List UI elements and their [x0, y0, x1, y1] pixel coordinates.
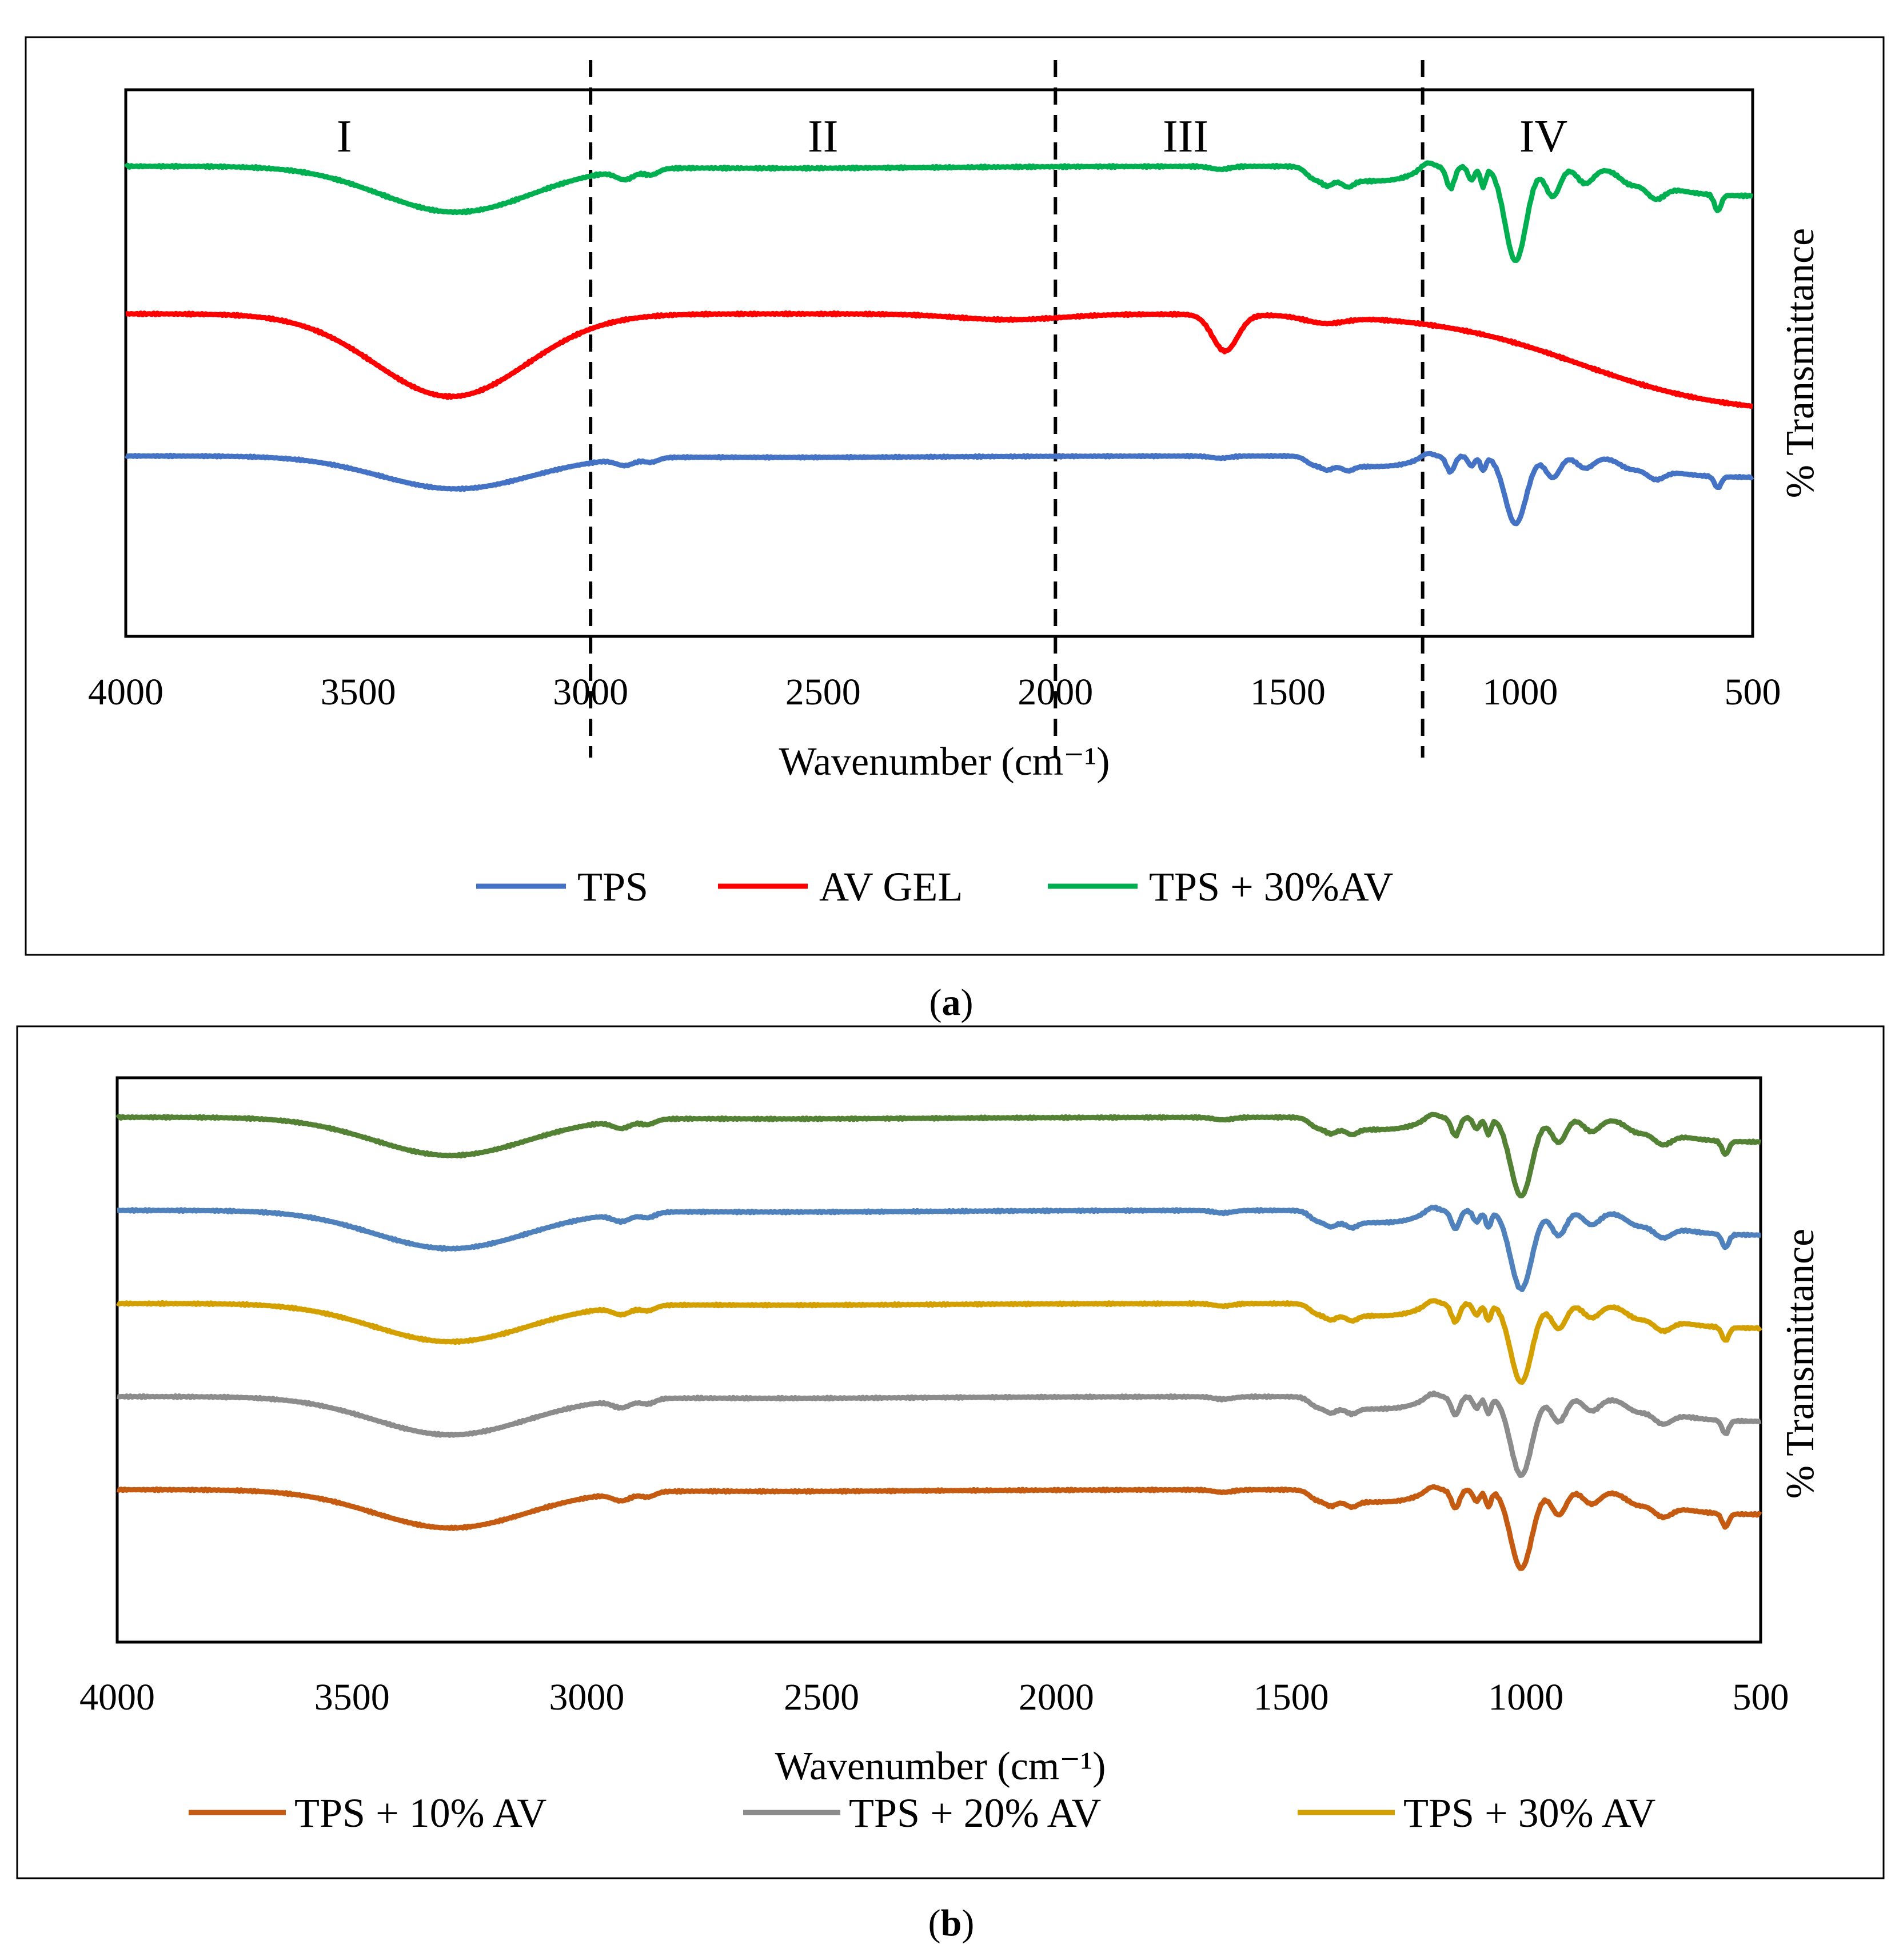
region-label: III — [1163, 111, 1208, 162]
panel-b-series-line-4 — [116, 1390, 1762, 1478]
panel-b-x-tick-label: 2000 — [1019, 1676, 1094, 1718]
panel-b-x-axis-label: Wavenumber (cm⁻¹) — [775, 1744, 1106, 1788]
panel-b-x-tick-label: 2500 — [784, 1676, 859, 1718]
panel-b-x-tick-label: 500 — [1733, 1676, 1789, 1718]
panel-b-frame — [16, 1025, 1885, 1879]
panel-a-x-tick-label: 500 — [1725, 671, 1781, 713]
legend-label-tps-20av: TPS + 20% AV — [849, 1790, 1101, 1836]
region-label: I — [337, 111, 352, 162]
panel-b-x-tick-label: 1000 — [1488, 1676, 1563, 1718]
panel-a-x-tick-label: 3500 — [321, 671, 396, 713]
panel-a-caption: (a) — [929, 982, 974, 1023]
panel-b-legend: TPS + 10% AV TPS + 20% AV TPS + 30% AV — [189, 1790, 1655, 1836]
region-label: IV — [1519, 111, 1567, 162]
panel-a-x-tick-label: 2000 — [1018, 671, 1093, 713]
panel-a-x-tick-label: 4000 — [88, 671, 163, 713]
legend-label-tps-30av: TPS + 30%AV — [1149, 864, 1393, 910]
panel-a-legend: TPS AV GEL TPS + 30%AV — [476, 864, 1393, 910]
panel-b-caption: (b) — [928, 1902, 975, 1944]
panel-b-x-tick-label: 3500 — [314, 1676, 390, 1718]
panel-b-plot-area — [115, 1076, 1762, 1644]
panel-a-series-line-2 — [125, 310, 1754, 409]
panel-b-series-line-5 — [116, 1484, 1762, 1571]
panel-b-series-line-1 — [115, 1112, 1762, 1198]
panel-a-x-tick-label: 3000 — [553, 671, 628, 713]
panel-b-x-tick-label: 3000 — [549, 1676, 624, 1718]
panel-b-x-tick-label: 1500 — [1254, 1676, 1329, 1718]
panel-a-plot-area — [124, 88, 1754, 638]
panel-b-x-tick-label: 4000 — [79, 1676, 155, 1718]
panel-a-x-axis-label: Wavenumber (cm⁻¹) — [779, 740, 1110, 784]
legend-label-tps: TPS — [577, 864, 648, 910]
legend-label-tps-10av: TPS + 10% AV — [294, 1790, 546, 1836]
panel-a-series-line-1 — [123, 160, 1754, 263]
panel-b-series-line-2 — [116, 1204, 1762, 1292]
panel-a-y-axis-label: % Transmittance — [1778, 228, 1822, 498]
panel-b-y-axis-label: % Transmittance — [1778, 1229, 1822, 1499]
panel-b-series-line-3 — [115, 1298, 1762, 1385]
panel-a-x-tick-label: 1500 — [1250, 671, 1326, 713]
panel-a-x-tick-label: 1000 — [1482, 671, 1558, 713]
panel-a-frame — [25, 36, 1885, 956]
legend-label-tps-30av-b: TPS + 30% AV — [1403, 1790, 1655, 1836]
legend-label-av-gel: AV GEL — [819, 864, 963, 910]
panel-a-series-line-3 — [125, 451, 1754, 527]
region-label: II — [808, 111, 838, 162]
panel-a-x-tick-label: 2500 — [785, 671, 861, 713]
